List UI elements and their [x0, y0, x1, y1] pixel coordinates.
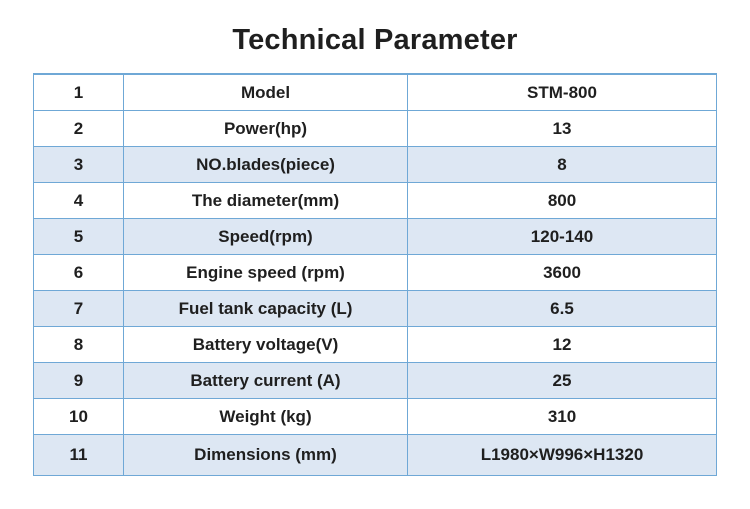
parameter-value: 800: [407, 182, 717, 219]
parameter-value: L1980×W996×H1320: [407, 434, 717, 476]
row-number: 9: [33, 362, 124, 399]
row-number: 11: [33, 434, 124, 476]
parameter-value: 120-140: [407, 218, 717, 255]
row-number: 10: [33, 398, 124, 435]
parameter-name: Fuel tank capacity (L): [123, 290, 408, 327]
parameter-value: STM-800: [407, 73, 717, 111]
page-title: Technical Parameter: [232, 24, 518, 56]
row-number: 2: [33, 110, 124, 147]
parameter-name: The diameter(mm): [123, 182, 408, 219]
parameter-name: Model: [123, 73, 408, 111]
table-row: 3 NO.blades(piece) 8: [33, 146, 717, 183]
parameter-name: Power(hp): [123, 110, 408, 147]
parameter-value: 8: [407, 146, 717, 183]
row-number: 7: [33, 290, 124, 327]
table-row: 9 Battery current (A) 25: [33, 362, 717, 399]
row-number: 8: [33, 326, 124, 363]
parameter-name: Battery voltage(V): [123, 326, 408, 363]
table-row: 8 Battery voltage(V) 12: [33, 326, 717, 363]
table-row: 5 Speed(rpm) 120-140: [33, 218, 717, 255]
parameter-name: Speed(rpm): [123, 218, 408, 255]
row-number: 1: [33, 73, 124, 111]
parameter-name: Battery current (A): [123, 362, 408, 399]
table-row: 4 The diameter(mm) 800: [33, 182, 717, 219]
row-number: 6: [33, 254, 124, 291]
table-row: 10 Weight (kg) 310: [33, 398, 717, 435]
row-number: 5: [33, 218, 124, 255]
table-row: 2 Power(hp) 13: [33, 110, 717, 147]
parameter-value: 12: [407, 326, 717, 363]
parameter-value: 310: [407, 398, 717, 435]
parameter-name: Dimensions (mm): [123, 434, 408, 476]
table-row: 11 Dimensions (mm) L1980×W996×H1320: [33, 434, 717, 476]
row-number: 4: [33, 182, 124, 219]
parameter-value: 3600: [407, 254, 717, 291]
parameter-name: NO.blades(piece): [123, 146, 408, 183]
parameter-name: Weight (kg): [123, 398, 408, 435]
table-row: 7 Fuel tank capacity (L) 6.5: [33, 290, 717, 327]
table-row: 1 Model STM-800: [33, 73, 717, 111]
parameter-value: 6.5: [407, 290, 717, 327]
parameter-value: 25: [407, 362, 717, 399]
table-row: 6 Engine speed (rpm) 3600: [33, 254, 717, 291]
row-number: 3: [33, 146, 124, 183]
parameter-name: Engine speed (rpm): [123, 254, 408, 291]
technical-parameter-table: 1 Model STM-800 2 Power(hp) 13 3 NO.blad…: [33, 73, 717, 476]
parameter-value: 13: [407, 110, 717, 147]
